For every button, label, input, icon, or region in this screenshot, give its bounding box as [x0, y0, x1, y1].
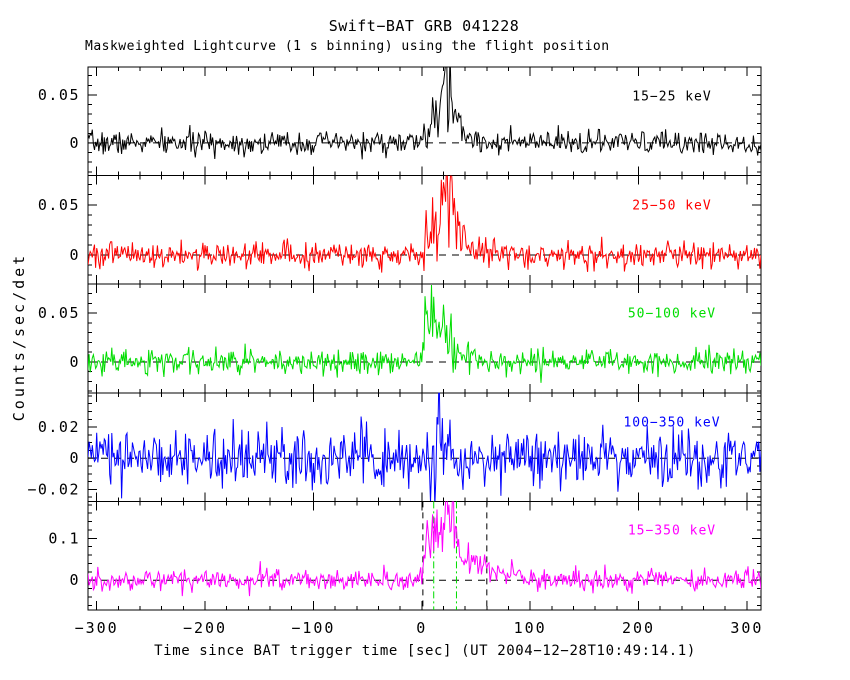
y-tick-label: 0	[69, 571, 80, 589]
y-tick-label: 0	[69, 134, 80, 152]
legend-15-350-kev: 15−350 keV	[627, 523, 717, 539]
plot-title: Swift−BAT GRB 041228	[328, 17, 520, 35]
legend-100-350-kev: 100−350 keV	[623, 415, 721, 431]
x-axis-label: Time since BAT trigger time [sec] (UT 20…	[154, 643, 696, 659]
x-tick-label: 300	[730, 619, 763, 637]
x-tick-label: −300	[75, 619, 119, 637]
panel-frame	[87, 500, 762, 611]
y-tick-label: 0.02	[38, 418, 80, 436]
x-tick-label: 100	[514, 619, 547, 637]
plot-subtitle: Maskweighted Lightcurve (1 s binning) us…	[85, 39, 610, 54]
y-tick-label: 0.05	[38, 304, 80, 322]
y-tick-label: 0.1	[48, 529, 80, 547]
x-tick-label: 0	[416, 619, 427, 637]
y-tick-label: 0.05	[38, 86, 80, 104]
lightcurve-band-15-25	[88, 67, 761, 160]
legend-25-50-kev: 25−50 keV	[632, 198, 712, 214]
panel-frame	[87, 66, 762, 177]
legend-50-100-kev: 50−100 keV	[627, 306, 717, 322]
lightcurve-band-100-350	[88, 392, 761, 502]
y-tick-label: 0	[69, 246, 80, 264]
y-tick-label: 0	[69, 353, 80, 371]
y-tick-label: 0.05	[38, 196, 80, 214]
lightcurve-band-15-350	[88, 501, 761, 597]
lightcurve-band-50-100	[88, 284, 761, 383]
y-tick-label: −0.02	[27, 480, 80, 498]
legend-15-25-kev: 15−25 keV	[632, 89, 712, 105]
x-tick-label: −100	[291, 619, 335, 637]
y-tick-label: 0	[69, 449, 80, 467]
x-tick-label: 200	[622, 619, 655, 637]
x-tick-label: −200	[183, 619, 227, 637]
lightcurve-band-25-50	[88, 175, 761, 273]
